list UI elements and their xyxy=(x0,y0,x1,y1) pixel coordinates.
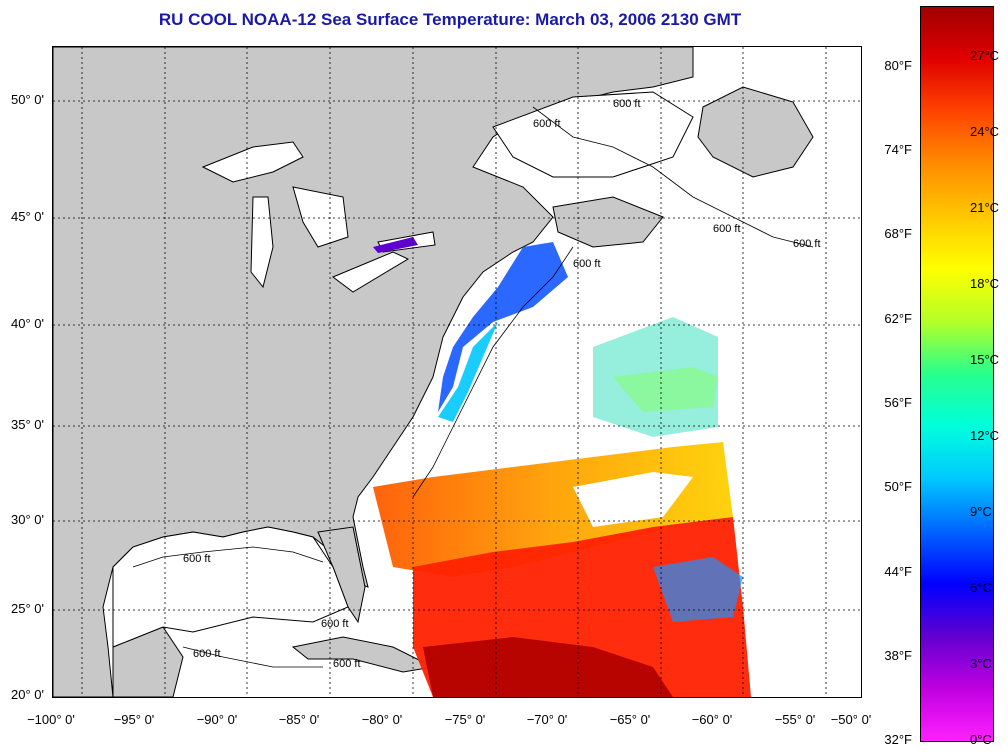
lake-superior xyxy=(201,141,304,183)
colorbar-celsius-label: 3°C xyxy=(970,656,992,671)
colorbar-fahrenheit-label: 32°F xyxy=(884,732,912,747)
lat-label: 25° 0' xyxy=(11,601,44,616)
lon-label: −100° 0' xyxy=(27,712,75,727)
colorbar-celsius-label: 6°C xyxy=(970,580,992,595)
isobath-label: 600 ft xyxy=(613,98,641,110)
sst-map[interactable]: 600 ft 600 ft 600 ft 600 ft 600 ft 600 f… xyxy=(52,46,862,698)
lon-label: −95° 0' xyxy=(113,712,155,727)
sst-hot-south xyxy=(423,637,673,697)
land-newfoundland xyxy=(697,86,814,178)
lon-label: −80° 0' xyxy=(361,712,403,727)
graticule xyxy=(53,47,861,697)
temperature-colorbar xyxy=(920,6,994,742)
lon-label: −70° 0' xyxy=(526,712,568,727)
isobath-label: 600 ft xyxy=(533,118,561,130)
lon-label: −85° 0' xyxy=(278,712,320,727)
colorbar-fahrenheit-label: 62°F xyxy=(884,311,912,326)
land-cuba xyxy=(291,636,435,673)
lat-label: 45° 0' xyxy=(11,209,44,224)
colorbar-celsius-label: 24°C xyxy=(970,124,1000,139)
lake-michigan xyxy=(250,196,274,289)
lon-label: −75° 0' xyxy=(444,712,486,727)
colorbar-celsius-label: 9°C xyxy=(970,504,992,519)
lon-label: −90° 0' xyxy=(196,712,238,727)
colorbar-fahrenheit-label: 68°F xyxy=(884,226,912,241)
lon-label: −65° 0' xyxy=(609,712,651,727)
lat-label: 30° 0' xyxy=(11,512,44,527)
lat-label: 40° 0' xyxy=(11,316,44,331)
colorbar-fahrenheit-label: 44°F xyxy=(884,564,912,579)
isobath-label: 600 ft xyxy=(573,258,601,270)
lat-label: 35° 0' xyxy=(11,417,44,432)
land-nova-scotia xyxy=(552,196,664,248)
lon-label: −50° 0' xyxy=(830,712,872,727)
lon-label: −60° 0' xyxy=(691,712,733,727)
sst-purple-lake xyxy=(373,237,418,253)
isobath-label: 600 ft xyxy=(793,238,821,250)
lat-label: 50° 0' xyxy=(11,92,44,107)
lat-label: 20° 0' xyxy=(11,687,44,702)
colorbar-celsius-label: 0°C xyxy=(970,732,992,747)
sst-cold-mid xyxy=(438,322,498,422)
isobath-label: 600 ft xyxy=(183,553,211,565)
map-title: RU COOL NOAA-12 Sea Surface Temperature:… xyxy=(158,10,742,29)
lake-erie xyxy=(332,251,410,293)
sst-cold-coastal xyxy=(438,242,568,412)
colorbar-fahrenheit-label: 74°F xyxy=(884,142,912,157)
isobath-label: 600 ft xyxy=(321,618,349,630)
sst-cool-patches-2 xyxy=(613,367,718,412)
sst-blue-patch xyxy=(653,557,743,622)
colorbar-fahrenheit-label: 38°F xyxy=(884,648,912,663)
lake-huron xyxy=(292,186,349,248)
colorbar-fahrenheit-label: 50°F xyxy=(884,479,912,494)
water-st-lawrence xyxy=(492,91,694,178)
isobath-label: 600 ft xyxy=(193,648,221,660)
sst-gap-white xyxy=(573,472,693,527)
isobath-label: 600 ft xyxy=(713,223,741,235)
isobath-600ft xyxy=(132,106,814,668)
water-gulf-of-mexico xyxy=(112,526,349,648)
isobath-label: 600 ft xyxy=(333,658,361,670)
colorbar-fahrenheit-label: 80°F xyxy=(884,58,912,73)
colorbar-fahrenheit-label: 56°F xyxy=(884,395,912,410)
colorbar-celsius-label: 18°C xyxy=(970,276,1000,291)
colorbar-celsius-label: 21°C xyxy=(970,200,1000,215)
colorbar-celsius-label: 15°C xyxy=(970,352,1000,367)
colorbar-celsius-label: 12°C xyxy=(970,428,1000,443)
lon-label: −55° 0' xyxy=(774,712,816,727)
colorbar-celsius-label: 27°C xyxy=(970,48,1000,63)
